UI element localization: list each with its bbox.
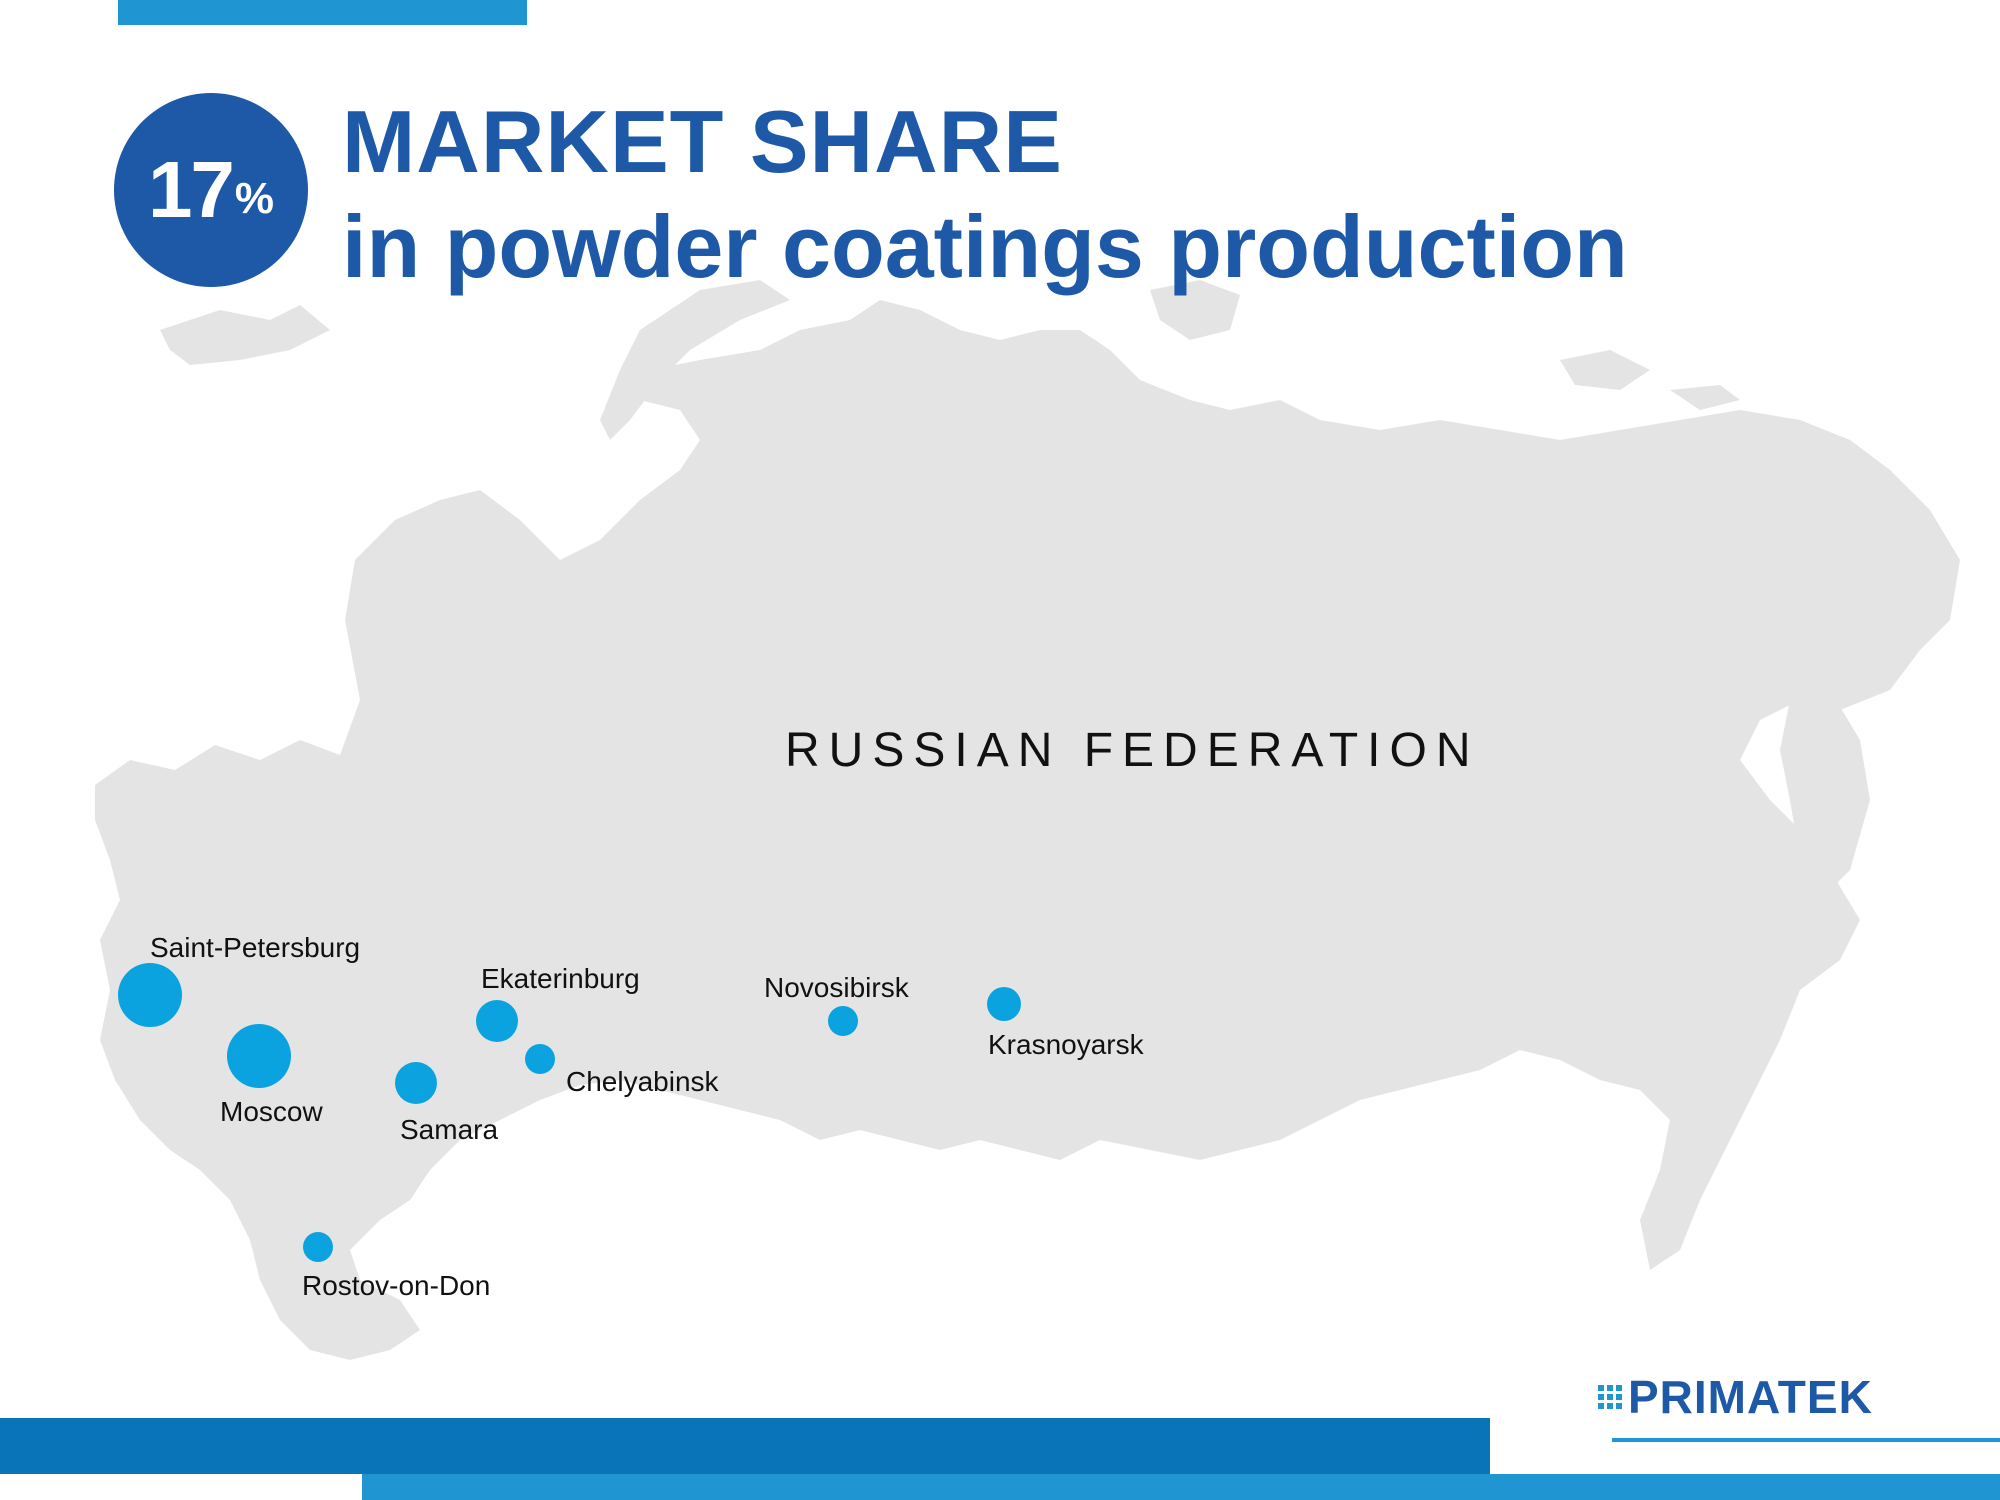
bottom-bar-light: [362, 1474, 2000, 1500]
wrangel-island: [1670, 385, 1740, 410]
label-samara: Samara: [400, 1114, 499, 1145]
logo-underline: [1612, 1438, 2000, 1442]
marker-saint-petersburg: [118, 963, 182, 1027]
marker-samara: [395, 1062, 437, 1104]
kamchatka-peninsula: [1780, 690, 1870, 900]
label-moscow: Moscow: [220, 1096, 323, 1127]
label-rostov-on-don: Rostov-on-Don: [302, 1270, 491, 1301]
marker-chelyabinsk: [525, 1044, 555, 1074]
label-chelyabinsk: Chelyabinsk: [566, 1066, 719, 1097]
label-krasnoyarsk: Krasnoyarsk: [988, 1029, 1144, 1060]
market-share-unit: %: [234, 174, 275, 223]
logo-text: PRIMATEK: [1628, 1371, 1873, 1423]
marker-moscow: [227, 1024, 291, 1088]
city-markers: [118, 963, 1021, 1262]
marker-rostov-on-don: [303, 1232, 333, 1262]
title-line-2: in powder coatings production: [342, 197, 1628, 296]
severnaya-zemlya: [1150, 280, 1240, 340]
marker-novosibirsk: [828, 1006, 858, 1036]
country-label: RUSSIAN FEDERATION: [785, 724, 1480, 777]
marker-ekaterinburg: [476, 1000, 518, 1042]
top-accent-bar: [118, 0, 527, 25]
title-line-1: MARKET SHARE: [342, 92, 1063, 191]
dot-grid-icon: [1598, 1385, 1622, 1409]
sakhalin-island: [1695, 960, 1725, 1140]
bottom-bar-dark: [0, 1418, 1490, 1474]
primatek-logo: PRIMATEK: [1598, 1370, 1873, 1424]
marker-krasnoyarsk: [987, 987, 1021, 1021]
label-novosibirsk: Novosibirsk: [764, 972, 909, 1003]
novaya-zemlya: [600, 280, 790, 440]
label-ekaterinburg: Ekaterinburg: [481, 963, 640, 994]
label-saint-petersburg: Saint-Petersburg: [150, 932, 361, 963]
russia-mainland: [95, 300, 1960, 1360]
map-landmass: [95, 280, 1960, 1360]
market-share-value: 17: [147, 145, 235, 234]
page-title: MARKET SHARE in powder coatings producti…: [342, 92, 1628, 297]
market-share-badge: 17 %: [114, 93, 308, 287]
franz-josef-land: [160, 305, 330, 365]
new-siberian-islands: [1560, 350, 1650, 390]
